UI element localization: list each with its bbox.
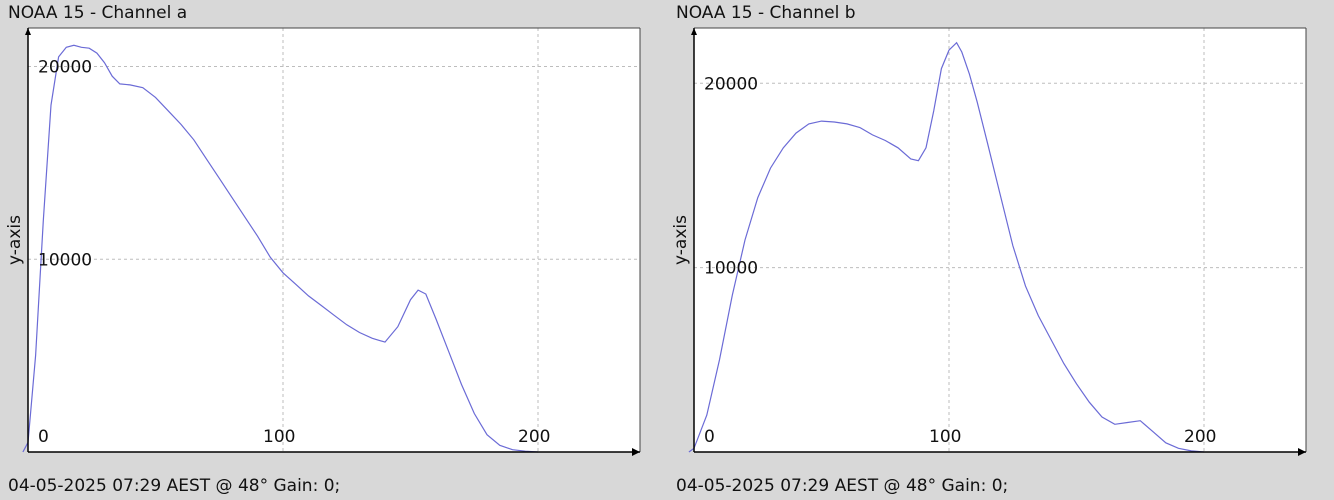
- chart-title: NOAA 15 - Channel b: [676, 3, 856, 23]
- x-axis-arrow: [632, 448, 640, 456]
- chart-plot: 0 100 200 10000 20000 y-axis: [671, 27, 1307, 456]
- x-tick-label: 200: [518, 427, 550, 447]
- series-line: [688, 41, 1205, 453]
- y-tick-label: 10000: [38, 250, 92, 270]
- x-tick-label: 0: [38, 427, 49, 447]
- plot-area: [28, 28, 640, 452]
- x-tick-label: 100: [929, 427, 961, 447]
- y-axis-label: y-axis: [671, 215, 691, 265]
- plot-area: [694, 28, 1306, 452]
- x-axis-arrow: [1298, 448, 1306, 456]
- x-tick-label: 100: [263, 427, 295, 447]
- y-axis-label: y-axis: [5, 215, 25, 265]
- chart-plot: 0 100 200 10000 20000 y-axis: [5, 27, 641, 456]
- chart-footer-status: 04-05-2025 07:29 AEST @ 48° Gain: 0;: [676, 476, 1009, 496]
- y-axis-arrow: [691, 28, 697, 35]
- y-axis-arrow: [25, 28, 31, 35]
- x-tick-label: 0: [704, 427, 715, 447]
- series-line: [22, 44, 539, 453]
- y-tick-label: 20000: [38, 58, 92, 78]
- y-tick-label: 10000: [704, 259, 758, 279]
- chart-title: NOAA 15 - Channel a: [8, 3, 188, 23]
- chart-footer-status: 04-05-2025 07:29 AEST @ 48° Gain: 0;: [8, 476, 341, 496]
- x-tick-label: 200: [1184, 427, 1216, 447]
- chart-panel-a: NOAA 15 - Channel a 0 100 200 10000 20000 y-a…: [0, 0, 660, 500]
- chart-panel-b: NOAA 15 - Channel b 0 100 200 10000 20000 y-a…: [668, 0, 1328, 500]
- y-tick-label: 20000: [704, 74, 758, 94]
